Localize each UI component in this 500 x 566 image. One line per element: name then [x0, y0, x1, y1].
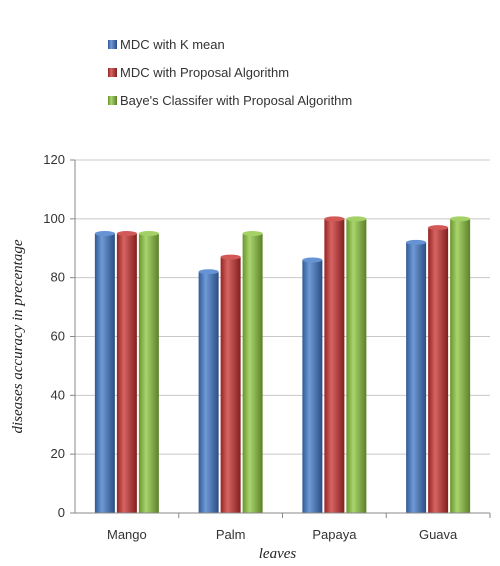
- y-tick-label: 60: [51, 329, 65, 344]
- legend-label-3: Baye's Classifer with Proposal Algorithm: [120, 93, 352, 108]
- bar-cap: [450, 216, 471, 222]
- bar-guava-series-3: [450, 218, 471, 514]
- x-tick-label: Palm: [216, 527, 246, 542]
- bar-mango-series-3: [138, 233, 159, 513]
- bar-palm-series-3: [242, 233, 263, 513]
- x-tick-label: Mango: [107, 527, 147, 542]
- y-axis-label: diseases accuracy in precentage: [10, 239, 26, 433]
- bar-cap: [220, 254, 241, 260]
- x-tick-label: Papaya: [312, 527, 357, 542]
- legend-swatch-2: [108, 68, 117, 77]
- gridlines: [75, 159, 490, 514]
- bar-cap: [346, 216, 367, 222]
- bar-cap: [302, 257, 323, 263]
- bar-cap: [406, 239, 427, 245]
- bar-guava-series-1: [406, 242, 427, 513]
- bar-cap: [94, 231, 115, 237]
- bar-cap: [138, 231, 159, 237]
- bar-palm-series-1: [198, 271, 219, 513]
- legend-swatch-1: [108, 40, 117, 49]
- y-tick-label: 80: [51, 270, 65, 285]
- bar-mango-series-1: [94, 233, 115, 513]
- bar-cap: [428, 225, 449, 231]
- bar-guava-series-2: [428, 227, 449, 514]
- bar-papaya-series-2: [324, 218, 345, 514]
- y-tick-label: 120: [43, 152, 65, 167]
- x-axis-label: leaves: [259, 546, 297, 562]
- bar-cap: [116, 231, 137, 237]
- x-tick-label: Guava: [419, 527, 458, 542]
- y-tick-label: 20: [51, 446, 65, 461]
- y-tick-label: 0: [58, 505, 65, 520]
- bar-papaya-series-1: [302, 260, 323, 513]
- bar-cap: [324, 216, 345, 222]
- y-tick-label: 40: [51, 387, 65, 402]
- legend-label-2: MDC with Proposal Algorithm: [120, 65, 289, 80]
- bar-papaya-series-3: [346, 218, 367, 514]
- bar-palm-series-2: [220, 257, 241, 513]
- bars: [94, 216, 471, 514]
- legend: MDC with K mean MDC with Proposal Algorit…: [108, 37, 352, 108]
- bar-cap: [198, 269, 219, 275]
- bar-mango-series-2: [116, 233, 137, 513]
- y-tick-label: 100: [43, 211, 65, 226]
- bar-cap: [242, 231, 263, 237]
- legend-swatch-3: [108, 96, 117, 105]
- legend-label-1: MDC with K mean: [120, 37, 225, 52]
- axes: 0 20 40 60 80 100 120 Mango Palm Papaya Guava: [43, 152, 491, 542]
